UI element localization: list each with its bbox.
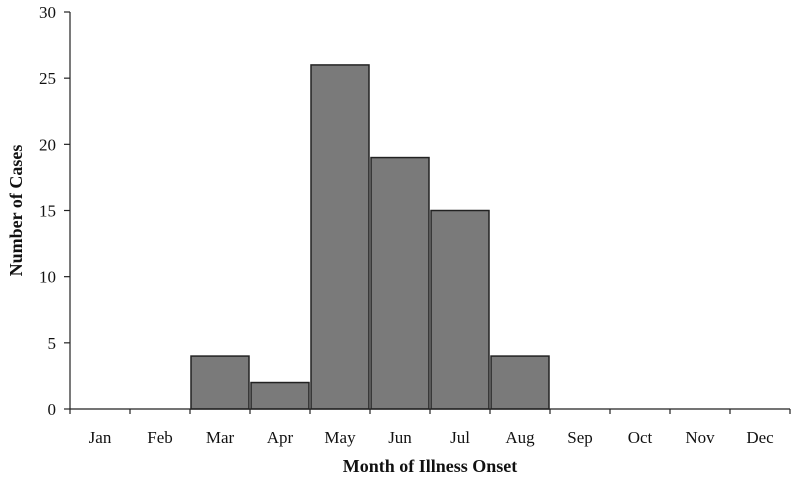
y-tick-label: 0 [48,400,57,419]
bar-jun [370,156,430,410]
y-tick-label: 30 [39,3,56,22]
bar-apr [250,381,310,410]
x-axis-ticks: Jan Feb Mar Apr May Jun Jul Aug Sep Oct Nov Dec [69,409,791,447]
x-tick-label-feb: Feb [147,428,173,447]
x-tick-label-jan: Jan [89,428,112,447]
x-tick-label-aug: Aug [505,428,535,447]
y-axis-ticks: 0 5 10 15 20 25 30 [39,3,70,419]
bar-mar [190,355,250,410]
y-tick-label: 5 [48,334,57,353]
x-axis-title: Month of Illness Onset [343,456,518,476]
x-tick-label-jul: Jul [450,428,470,447]
bar-may [310,64,370,410]
y-axis-title: Number of Cases [6,145,26,277]
y-tick-label: 20 [39,135,56,154]
bar-aug [490,355,550,410]
x-tick-label-sep: Sep [567,428,593,447]
y-tick-label: 15 [39,202,56,221]
x-tick-label-mar: Mar [206,428,235,447]
x-tick-label-nov: Nov [685,428,715,447]
bar-jul [430,209,490,410]
bars [190,64,550,410]
y-tick-label: 25 [39,69,56,88]
x-tick-label-jun: Jun [388,428,412,447]
x-tick-label-dec: Dec [746,428,774,447]
x-tick-label-apr: Apr [267,428,294,447]
x-tick-label-may: May [324,428,356,447]
x-tick-label-oct: Oct [628,428,653,447]
y-tick-label: 10 [39,268,56,287]
